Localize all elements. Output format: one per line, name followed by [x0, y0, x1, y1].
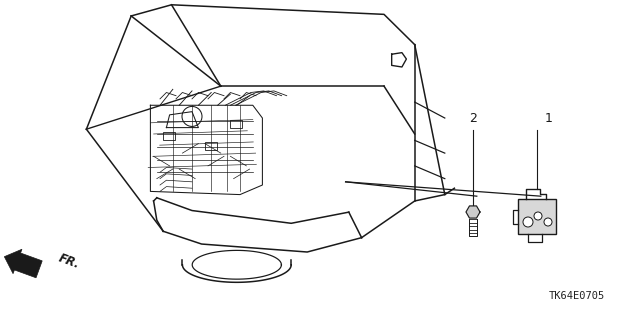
Circle shape — [534, 212, 542, 220]
Text: TK64E0705: TK64E0705 — [548, 292, 605, 301]
Circle shape — [544, 218, 552, 226]
Text: 1: 1 — [545, 112, 552, 125]
Text: 2: 2 — [469, 112, 477, 125]
Polygon shape — [4, 249, 42, 278]
Polygon shape — [466, 206, 480, 218]
Circle shape — [523, 217, 533, 227]
Text: FR.: FR. — [57, 251, 82, 271]
FancyBboxPatch shape — [518, 199, 556, 234]
